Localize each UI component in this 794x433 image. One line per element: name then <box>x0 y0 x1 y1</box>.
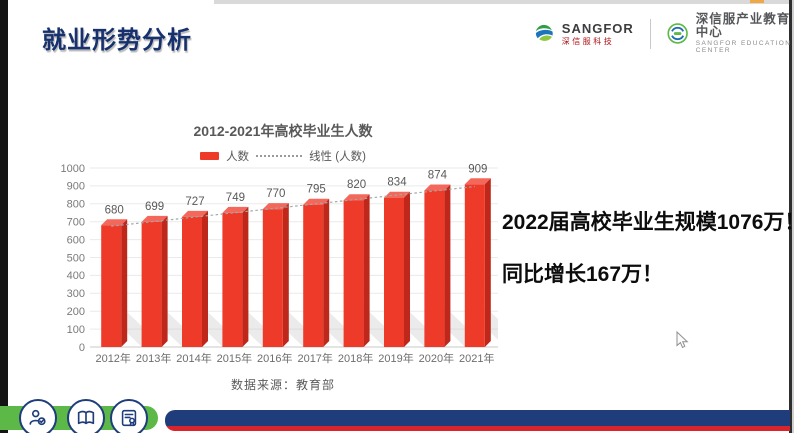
legend-bar-swatch <box>200 152 220 160</box>
svg-text:727: 727 <box>185 196 204 208</box>
book-button <box>67 399 105 433</box>
svg-text:300: 300 <box>67 288 85 300</box>
svg-text:900: 900 <box>67 181 85 193</box>
window-edge-top <box>214 0 791 4</box>
book-icon <box>77 410 95 425</box>
user-check-button <box>19 399 57 433</box>
education-center-text: 深信服产业教育中心 SANGFOR EDUCATION CENTER <box>696 13 794 54</box>
bar-chart: 0 100 200 300 400 500 600 700 800 900 1000 680 2012年… <box>61 163 498 365</box>
chart-source: 数据来源：教育部 <box>230 378 335 392</box>
svg-text:2021年: 2021年 <box>459 351 494 365</box>
sangfor-globe-icon <box>535 24 553 41</box>
legend-trendline-swatch <box>256 155 303 157</box>
svg-text:2012年: 2012年 <box>95 351 130 365</box>
svg-text:680: 680 <box>105 204 124 216</box>
svg-text:700: 700 <box>67 217 85 229</box>
svg-text:795: 795 <box>307 184 326 196</box>
chart-title: 2012-2021年高校毕业生人数 <box>193 123 373 139</box>
sangfor-logo-text: SANGFOR 深信服科技 <box>562 22 634 46</box>
svg-text:820: 820 <box>347 179 366 191</box>
education-center-logo-icon <box>666 23 688 44</box>
education-center-title: 深信服产业教育中心 <box>695 12 791 39</box>
svg-text:1000: 1000 <box>61 163 85 175</box>
svg-text:100: 100 <box>67 324 85 336</box>
svg-text:2014年: 2014年 <box>176 351 211 365</box>
education-center-subtitle: SANGFOR EDUCATION CENTER <box>695 40 792 54</box>
user-check-icon <box>29 409 46 426</box>
svg-text:600: 600 <box>67 234 85 246</box>
highlight-line-1: 2022届高校毕业生规模1076万！ <box>502 211 794 234</box>
window-edge-left <box>0 0 8 433</box>
header-logos: SANGFOR 深信服科技 深信服产业教育中心 SANGFOR EDUCATIO… <box>534 13 794 54</box>
certificate-button <box>110 399 148 433</box>
highlight-line-2: 同比增长167万！ <box>502 263 664 286</box>
svg-text:874: 874 <box>428 170 448 182</box>
svg-text:749: 749 <box>226 192 245 204</box>
sangfor-logo-subtitle: 深信服科技 <box>561 36 615 46</box>
svg-text:0: 0 <box>79 342 85 354</box>
page-title: 就业形势分析 <box>42 27 192 54</box>
chart-legend: 人数 线性 (人数) <box>58 148 508 164</box>
svg-text:400: 400 <box>67 270 85 282</box>
svg-text:500: 500 <box>67 252 85 264</box>
window-edge-right <box>789 0 792 433</box>
svg-text:200: 200 <box>67 306 85 318</box>
logo-divider <box>649 18 651 49</box>
svg-text:2019年: 2019年 <box>378 351 413 365</box>
svg-text:699: 699 <box>145 201 164 213</box>
svg-text:770: 770 <box>266 188 285 200</box>
legend-series-label: 人数 <box>226 151 250 163</box>
svg-text:2017年: 2017年 <box>297 351 332 365</box>
svg-text:909: 909 <box>468 163 487 175</box>
svg-text:2018年: 2018年 <box>338 351 373 365</box>
svg-text:2020年: 2020年 <box>419 351 454 365</box>
svg-text:2015年: 2015年 <box>217 351 252 365</box>
footer-bar-blue <box>165 410 790 426</box>
footer-bar-red-stripe <box>165 426 790 431</box>
footer-bar <box>165 410 790 431</box>
window-edge-right-outer <box>792 0 794 433</box>
legend-trendline-label: 线性 (人数) <box>309 151 366 163</box>
sangfor-logo-name: SANGFOR <box>561 20 634 36</box>
svg-text:2013年: 2013年 <box>136 351 171 365</box>
topbar-sliver <box>750 0 764 3</box>
certificate-icon <box>121 409 137 427</box>
svg-text:2016年: 2016年 <box>257 351 292 365</box>
mouse-cursor <box>676 331 689 349</box>
svg-text:834: 834 <box>387 177 407 189</box>
svg-text:800: 800 <box>67 199 85 211</box>
